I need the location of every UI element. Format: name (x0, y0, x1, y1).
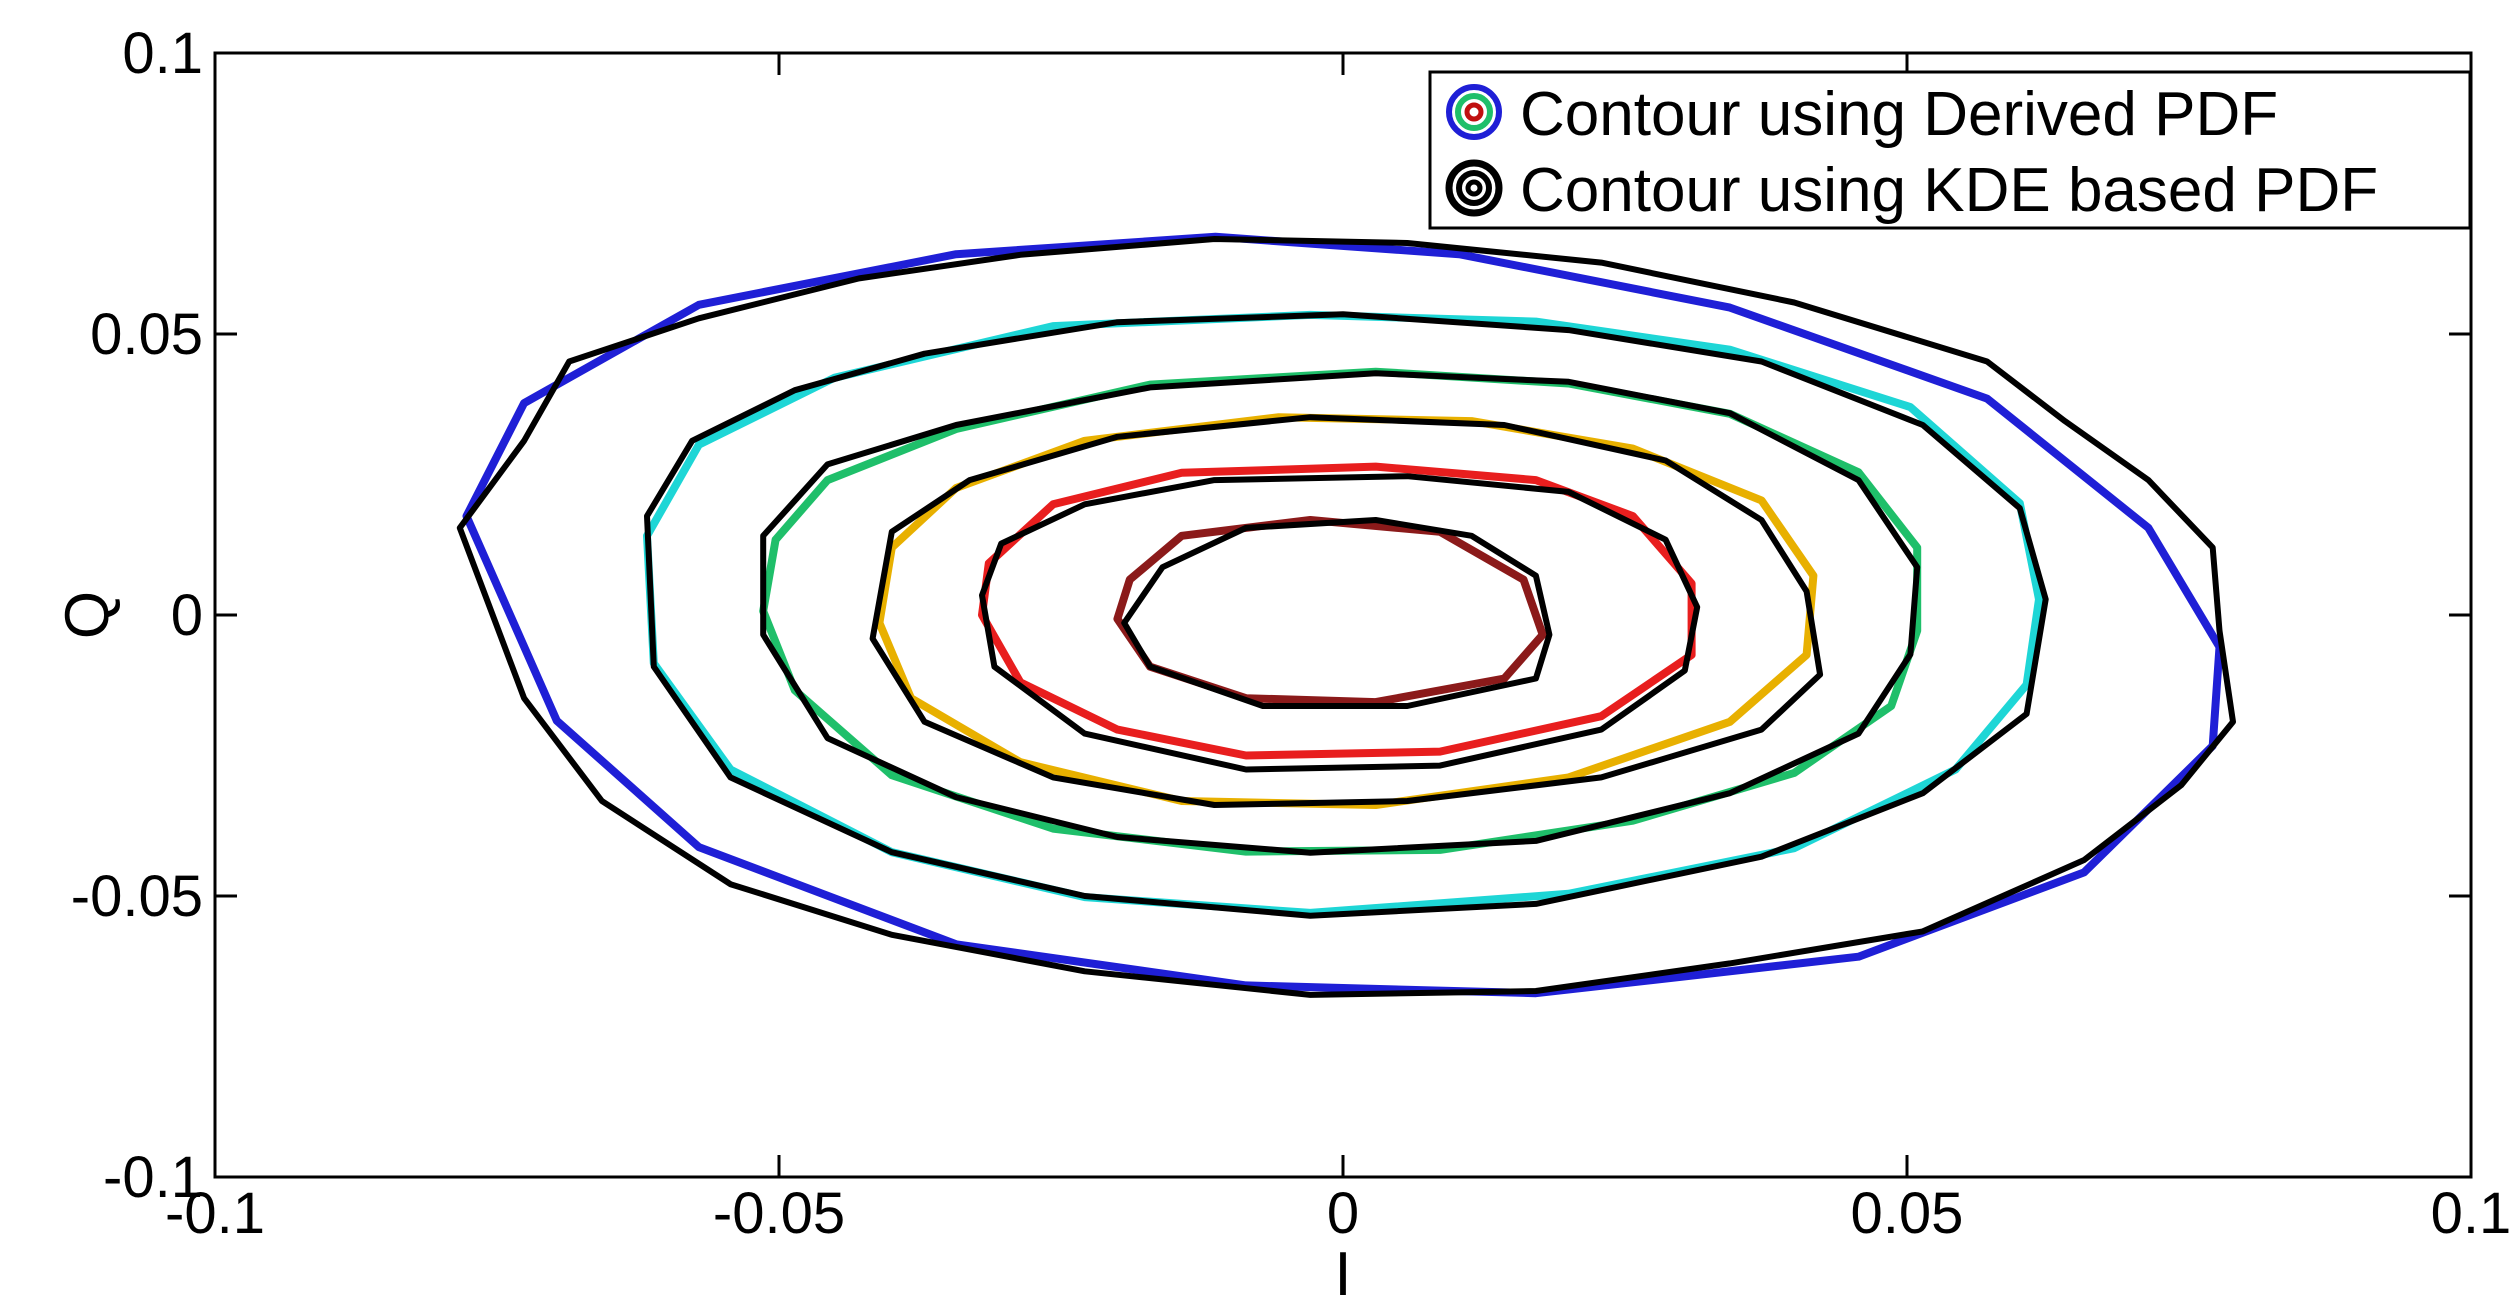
y-tick-label: 0.05 (90, 302, 203, 367)
legend-label-kde: Contour using KDE based PDF (1520, 156, 2378, 225)
contour-lines (456, 232, 2236, 998)
y-tick-label: -0.05 (71, 864, 203, 929)
y-tick-label: 0.1 (122, 21, 203, 86)
y-axis-label: Q (53, 591, 122, 639)
contour-line-kde-11 (1121, 517, 1553, 709)
contour-line-kde-6 (456, 236, 2236, 998)
axis-tick-labels: -0.1 -0.05 0 0.05 0.1 -0.1 -0.05 0 0.05 0.1 (71, 21, 2512, 1246)
x-tick-label: 0.1 (2431, 1181, 2512, 1246)
x-tick-label: -0.1 (165, 1181, 265, 1246)
x-tick-label: 0 (1327, 1181, 1359, 1246)
legend-marker-derived (1446, 84, 1502, 140)
legend-box (1428, 70, 2472, 230)
legend: Contour using Derived PDF Contour using … (1428, 70, 2472, 230)
contour-line-derived-4 (978, 462, 1696, 760)
contour-line-kde-10 (979, 473, 1701, 773)
contour-line-kde-8 (760, 370, 1921, 856)
contour-line-kde-7 (644, 311, 2049, 919)
y-tick-label: 0 (171, 583, 203, 648)
y-tick-label: -0.1 (103, 1145, 203, 1210)
legend-marker-kde (1445, 159, 1503, 217)
legend-label-derived: Contour using Derived PDF (1520, 80, 2278, 149)
x-tick-label: -0.05 (713, 1181, 845, 1246)
x-tick-label: 0.05 (1851, 1181, 1964, 1246)
x-axis-label: I (1334, 1240, 1351, 1309)
contour-line-kde-9 (869, 414, 1824, 808)
